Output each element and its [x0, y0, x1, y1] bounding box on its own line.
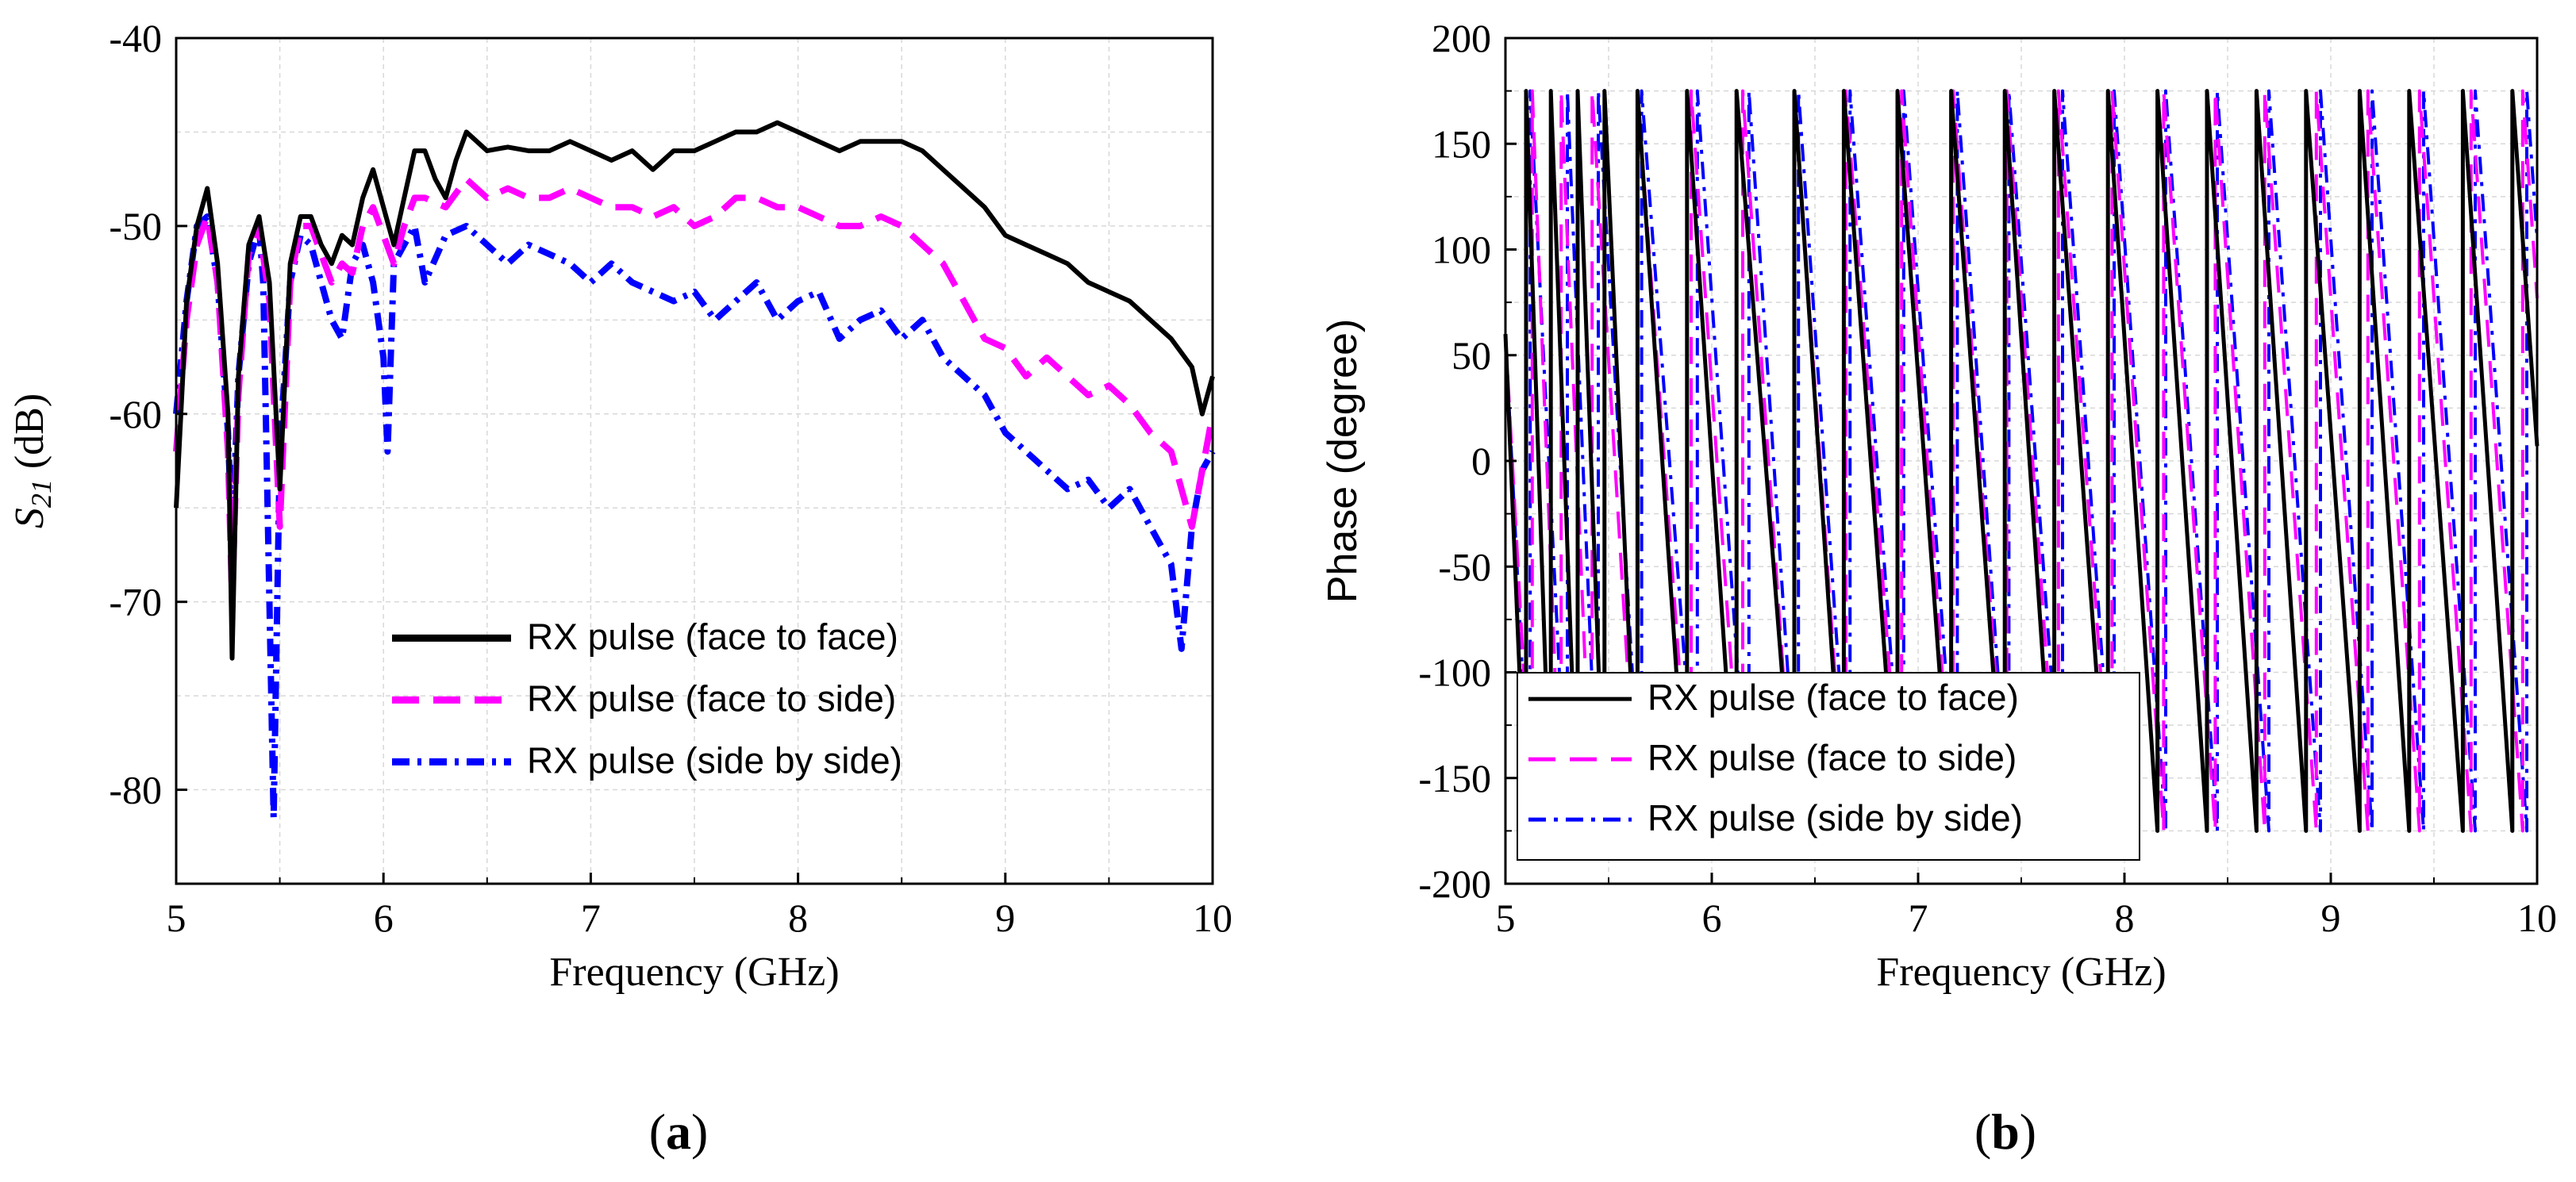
series-group-b	[1503, 89, 2539, 833]
series-group-a	[173, 120, 1216, 822]
panel-label-a: (a)	[649, 1103, 709, 1160]
x-tick-label: 6	[1702, 896, 1722, 940]
y-tick-label: 200	[1432, 16, 1491, 60]
ticks-a: 5 6 7 8 9 10 -80 -70 -60 -50 -40	[109, 16, 1232, 940]
y-axis-label-a-main: S	[7, 508, 52, 528]
y-tick-label: 150	[1432, 121, 1491, 166]
legend-a: RX pulse (face to face) RX pulse (face to…	[392, 616, 902, 781]
y-tick-label: -60	[109, 392, 162, 436]
series-line-a-0	[174, 120, 1215, 661]
y-tick-label: -80	[109, 768, 162, 812]
legend-label: RX pulse (face to face)	[1647, 677, 2019, 718]
x-tick-label: 9	[2321, 896, 2341, 940]
series-line-a-2	[173, 213, 1216, 822]
legend-label: RX pulse (face to face)	[527, 616, 898, 657]
y-axis-label-b: Phase (degree)	[1320, 319, 1366, 603]
y-tick-label: -200	[1418, 862, 1491, 906]
y-tick-label: -50	[109, 204, 162, 248]
x-tick-label: 5	[1496, 896, 1516, 940]
legend-box	[1517, 672, 2140, 861]
x-tick-label: 5	[167, 896, 186, 940]
panel-letter-a: a	[666, 1103, 691, 1160]
legend-label: RX pulse (side by side)	[527, 739, 902, 781]
chart-panel-a: 5 6 7 8 9 10 -80 -70 -60 -50 -40 Frequency (GHz) S…	[7, 16, 1232, 1160]
y-tick-label: 50	[1451, 333, 1491, 378]
y-tick-label: -70	[109, 580, 162, 624]
chart-panel-b: 5 6 7 8 9 10 -200 -150 -100 -50 0 50 100 150 200 Frequ…	[1320, 16, 2557, 1160]
x-tick-label: 6	[374, 896, 394, 940]
x-axis-label-a: Frequency (GHz)	[549, 950, 839, 995]
y-axis-label-a-unit: (dB)	[7, 393, 52, 479]
y-tick-label: -100	[1418, 650, 1491, 695]
y-axis-label-a-subscript: 21	[25, 479, 57, 508]
legend-label: RX pulse (face to side)	[527, 677, 896, 719]
panel-letter-b: b	[1991, 1103, 2020, 1160]
ticks-b: 5 6 7 8 9 10 -200 -150 -100 -50 0 50 100 150 200	[1418, 16, 2557, 940]
series-line-b-2	[1504, 89, 2539, 833]
x-tick-label: 10	[1193, 896, 1232, 940]
legend-b: RX pulse (face to face) RX pulse (face to…	[1517, 672, 2140, 861]
x-tick-label: 8	[788, 896, 808, 940]
x-tick-label: 10	[2517, 896, 2557, 940]
panel-label-b: (b)	[1974, 1103, 2036, 1160]
legend-label: RX pulse (side by side)	[1647, 797, 2023, 839]
y-tick-label: -50	[1438, 544, 1491, 589]
x-tick-label: 7	[581, 896, 601, 940]
x-axis-label-b: Frequency (GHz)	[1876, 950, 2166, 995]
y-axis-label-a: S21 (dB)	[7, 393, 57, 528]
y-tick-label: 0	[1471, 439, 1491, 483]
legend-label: RX pulse (face to side)	[1647, 737, 2017, 778]
y-tick-label: -150	[1418, 756, 1491, 800]
x-tick-label: 8	[2115, 896, 2135, 940]
x-tick-label: 7	[1909, 896, 1928, 940]
series-line-b-0	[1503, 89, 2539, 833]
x-tick-label: 9	[995, 896, 1015, 940]
y-tick-label: -40	[109, 16, 162, 60]
y-tick-label: 100	[1432, 228, 1491, 272]
